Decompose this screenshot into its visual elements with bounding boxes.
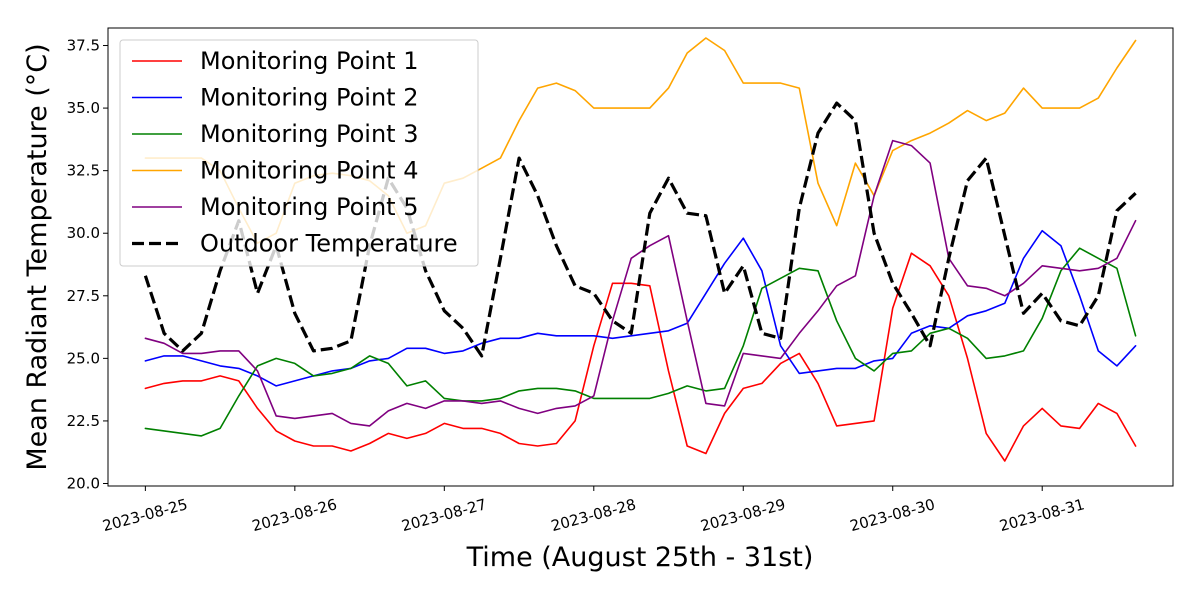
y-tick-label: 32.5	[67, 162, 100, 180]
legend-label-6: Outdoor Temperature	[200, 230, 458, 258]
series-line-3	[144, 247, 1137, 437]
legend-items: Monitoring Point 1 Monitoring Point 2 Moni…	[132, 47, 458, 258]
y-tick-label: 27.5	[67, 287, 100, 305]
y-tick-label: 30.0	[67, 224, 100, 242]
series-line-1	[144, 252, 1137, 462]
series-line-5	[144, 139, 1137, 427]
x-axis-title: Time (August 25th - 31st)	[466, 542, 814, 573]
legend-label-1: Monitoring Point 1	[200, 47, 418, 75]
legend-label-5: Monitoring Point 5	[200, 193, 418, 221]
plot-frame	[107, 27, 1174, 487]
series-line-6	[143, 101, 1137, 358]
series-line-2	[144, 229, 1137, 387]
legend-label-2: Monitoring Point 2	[200, 84, 418, 112]
y-tick-label: 37.5	[67, 37, 100, 55]
legend-label-3: Monitoring Point 3	[200, 120, 418, 148]
legend-label-4: Monitoring Point 4	[200, 157, 418, 185]
y-tick-label: 35.0	[67, 99, 100, 117]
y-tick-label: 20.0	[67, 474, 100, 492]
y-axis-title: Mean Radiant Temperature (°C)	[22, 43, 53, 470]
legend-box	[119, 39, 479, 267]
y-tick-label: 22.5	[67, 412, 100, 430]
legend: Monitoring Point 1 Monitoring Point 2 Moni…	[119, 39, 479, 267]
y-tick-label: 25.0	[67, 349, 100, 367]
